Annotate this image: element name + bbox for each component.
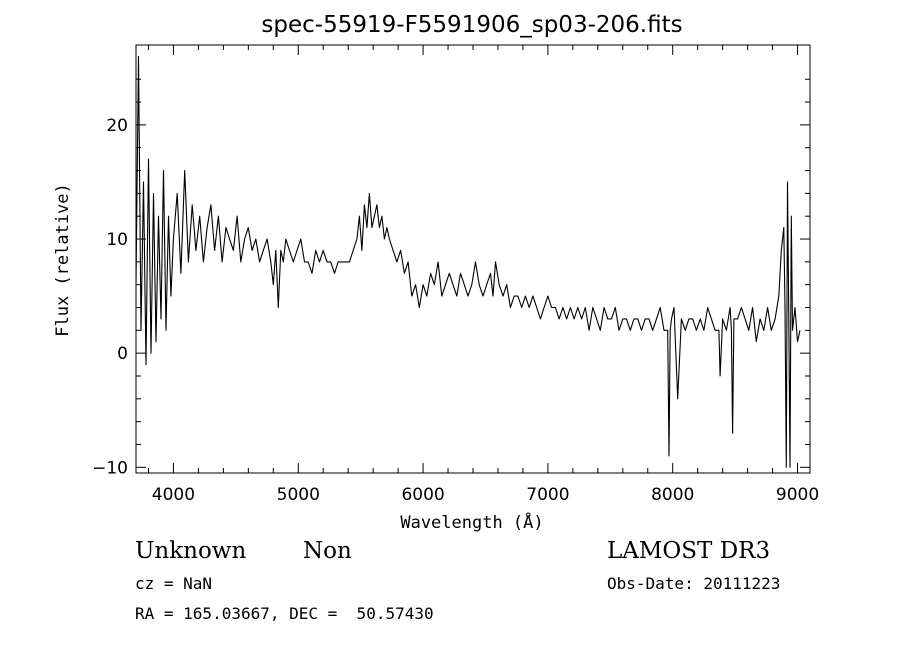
x-axis-label: Wavelength (Å) — [400, 511, 543, 533]
obs-date-label: Obs-Date: 20111223 — [607, 574, 781, 593]
y-tick-label: 0 — [117, 344, 128, 364]
spectrum-line — [136, 55, 801, 468]
redshift-label: cz = NaN — [135, 574, 213, 593]
x-tick-label: 8000 — [651, 485, 694, 505]
axis-ticks — [136, 45, 810, 473]
chart-title: spec-55919-F5591906_sp03-206.fits — [261, 12, 682, 38]
y-tick-label: −10 — [92, 458, 128, 478]
class-label: Unknown — [135, 538, 247, 564]
coordinates-label: RA = 165.03667, DEC = 50.57430 — [135, 604, 434, 623]
x-tick-label: 6000 — [401, 485, 444, 505]
y-tick-label: 10 — [106, 230, 128, 250]
y-tick-label: 20 — [106, 116, 128, 136]
y-axis-label: Flux (relative) — [53, 183, 73, 337]
plot-frame — [135, 44, 811, 474]
axis-tick-labels: 4000 5000 6000 7000 8000 9000 −10 0 10 20 — [92, 116, 819, 505]
x-tick-label: 7000 — [526, 485, 569, 505]
survey-label: LAMOST DR3 — [607, 538, 771, 564]
x-tick-label: 5000 — [277, 485, 320, 505]
x-tick-label: 9000 — [776, 485, 819, 505]
subclass-label: Non — [303, 538, 352, 564]
x-tick-label: 4000 — [152, 485, 195, 505]
